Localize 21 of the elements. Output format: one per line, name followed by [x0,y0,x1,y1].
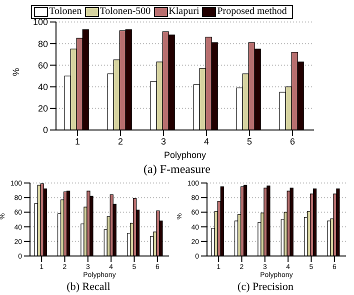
x-tick-label: 1 [74,136,80,146]
legend-label: Proposed method [216,6,287,18]
y-tick-label: 80 [38,38,48,49]
y-tick-label: 60 [38,60,48,70]
y-tick-label: 100 [32,17,48,28]
y-tick-label: 40 [38,82,48,92]
x-tick-label: 4 [204,136,210,146]
text: (c) Precision [236,281,294,293]
y-tick-label: 0 [42,125,48,136]
legend-label: Tolonen-500 [98,6,151,18]
legend-label: Klapuri [168,6,200,18]
x-tick-label: 6 [290,136,296,146]
x-tick-label: 2 [118,136,124,146]
x-axis-title: Polyphony [164,150,207,160]
x-tick-label: 5 [246,136,252,146]
text: (a) F-measure [142,162,212,177]
legend-label: Tolonen [48,6,82,18]
text: (b) Recall [66,281,112,293]
y-tick-label: 20 [38,104,48,114]
x-tick-label: 3 [160,136,166,146]
y-axis-title: % [11,68,22,76]
